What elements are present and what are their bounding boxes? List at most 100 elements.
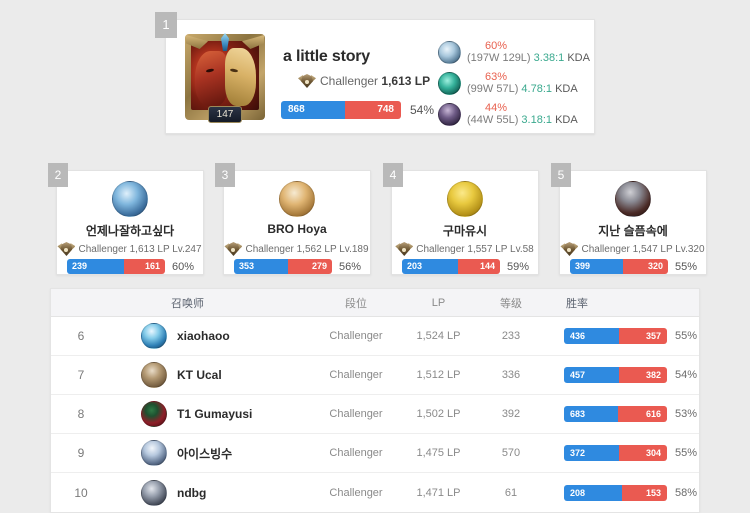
- row-tier: Challenger: [329, 486, 383, 499]
- leaderboard-table: 召唤师 段位 LP 等级 胜率 6 xiaohaoo Challenger 1,…: [50, 288, 700, 513]
- player-card-5[interactable]: 5 지난 슬픔속에 Challenger 1,547 LP Lv.320 399…: [551, 163, 711, 283]
- wins-segment: 457: [564, 367, 620, 383]
- tier-row: Challenger 1,562 LP Lv.189: [224, 241, 370, 257]
- summoner-name[interactable]: BRO Hoya: [267, 222, 327, 236]
- win-loss-bar: 239 161: [67, 259, 165, 274]
- champion-stat-row[interactable]: 60% (197W 129L) 3.38:1 KDA: [438, 40, 590, 64]
- win-rate-label: 54%: [410, 103, 435, 117]
- win-loss-bar: 436 357: [564, 328, 667, 344]
- row-summoner[interactable]: T1 Gumayusi: [111, 401, 311, 427]
- table-row[interactable]: 10 ndbg Challenger 1,471 LP 61 208 153 5…: [51, 473, 699, 512]
- row-summoner[interactable]: 아이스빙수: [111, 440, 311, 466]
- row-rank: 6: [77, 329, 85, 343]
- win-rate-label: 60%: [172, 260, 195, 273]
- row-rank: 7: [77, 368, 85, 382]
- challenger-emblem-icon: [298, 73, 316, 89]
- tier-row: Challenger 1,613 LP Lv.247: [57, 241, 203, 257]
- losses-segment: 304: [619, 445, 667, 461]
- most-played-champions: 60% (197W 129L) 3.38:1 KDA 63% (99W 57L)…: [438, 40, 590, 126]
- losses-segment: 382: [619, 367, 667, 383]
- row-lp: 1,502 LP: [416, 408, 461, 420]
- win-rate-label: 55%: [675, 447, 698, 459]
- challenger-emblem-icon: [395, 241, 414, 257]
- champion-stat-row[interactable]: 44% (44W 55L) 3.18:1 KDA: [438, 102, 590, 126]
- row-summoner[interactable]: KT Ucal: [111, 362, 311, 388]
- wins-segment: 372: [564, 445, 620, 461]
- losses-segment: 279: [287, 259, 332, 274]
- win-rate-label: 55%: [675, 260, 698, 273]
- row-rank: 8: [77, 407, 85, 421]
- win-loss-bar: 868 748: [281, 101, 401, 119]
- win-rate-label: 58%: [675, 486, 698, 499]
- featured-summoner-name[interactable]: a little story: [283, 48, 371, 65]
- header-lp[interactable]: LP: [431, 296, 446, 309]
- champion-portrait-icon: [438, 40, 461, 64]
- featured-tier-label: Challenger 1,613 LP: [320, 74, 431, 88]
- featured-card-body: 147 a little story Challenger 1,613 LP 8…: [165, 19, 595, 134]
- summoner-name[interactable]: KT Ucal: [177, 368, 222, 382]
- row-level: 61: [504, 486, 518, 499]
- header-win-rate[interactable]: 胜率: [566, 297, 588, 310]
- winloss-row: 239 161 60%: [67, 259, 194, 274]
- row-win-rate: 683 616 53%: [546, 406, 699, 422]
- rank-badge: 3: [215, 163, 235, 187]
- tier-label: Challenger 1,557 LP Lv.58: [416, 243, 534, 255]
- table-row[interactable]: 9 아이스빙수 Challenger 1,475 LP 570 372 304 …: [51, 434, 699, 473]
- win-rate-label: 56%: [339, 260, 362, 273]
- table-row[interactable]: 7 KT Ucal Challenger 1,512 LP 336 457 38…: [51, 356, 699, 395]
- table-header-row: 召唤师 段位 LP 等级 胜率: [51, 289, 699, 317]
- header-tier[interactable]: 段位: [345, 297, 367, 310]
- row-summoner[interactable]: ndbg: [111, 479, 311, 506]
- wins-segment: 239: [67, 259, 124, 274]
- champion-stat-row[interactable]: 63% (99W 57L) 4.78:1 KDA: [438, 71, 590, 95]
- wins-segment: 208: [564, 484, 622, 501]
- summoner-name[interactable]: T1 Gumayusi: [177, 407, 253, 421]
- player-card-3[interactable]: 3 BRO Hoya Challenger 1,562 LP Lv.189 35…: [215, 163, 375, 283]
- tier-label: Challenger 1,547 LP Lv.320: [581, 243, 705, 255]
- player-card-2[interactable]: 2 언제나잘하고싶다 Challenger 1,613 LP Lv.247 23…: [48, 163, 208, 283]
- top-ranked-cards-row: 2 언제나잘하고싶다 Challenger 1,613 LP Lv.247 23…: [0, 163, 750, 283]
- summoner-name[interactable]: 언제나잘하고싶다: [85, 224, 175, 238]
- table-row[interactable]: 8 T1 Gumayusi Challenger 1,502 LP 392 68…: [51, 395, 699, 434]
- player-card-body: 구마유시 Challenger 1,557 LP Lv.58 203 144 5…: [391, 170, 539, 275]
- tier-row: Challenger 1,557 LP Lv.58: [392, 241, 538, 257]
- tier-label: Challenger 1,562 LP Lv.189: [245, 243, 369, 255]
- winloss-row: 353 279 56%: [234, 259, 361, 274]
- header-level[interactable]: 等级: [500, 297, 522, 310]
- rank-badge: 2: [48, 163, 68, 187]
- row-tier: Challenger: [329, 447, 383, 459]
- frame-gem-icon: [221, 33, 229, 51]
- row-summoner[interactable]: xiaohaoo: [111, 323, 311, 349]
- row-lp: 1,512 LP: [416, 369, 461, 381]
- row-rank: 9: [77, 446, 85, 460]
- wins-segment: 399: [570, 259, 624, 274]
- summoner-avatar: [447, 181, 483, 217]
- player-card-4[interactable]: 4 구마유시 Challenger 1,557 LP Lv.58 203 144…: [383, 163, 543, 283]
- win-rate-label: 55%: [675, 330, 698, 342]
- challenger-emblem-icon: [560, 241, 579, 257]
- table-row[interactable]: 6 xiaohaoo Challenger 1,524 LP 233 436 3…: [51, 317, 699, 356]
- summoner-avatar: [279, 181, 315, 217]
- win-loss-bar: 399 320: [570, 259, 668, 274]
- featured-tier-row: Challenger 1,613 LP: [298, 73, 431, 89]
- rank-badge: 4: [383, 163, 403, 187]
- row-win-rate: 436 357 55%: [546, 328, 699, 344]
- summoner-avatar: [112, 181, 148, 217]
- summoner-name[interactable]: 아이스빙수: [177, 446, 233, 461]
- win-loss-bar: 683 616: [564, 406, 667, 422]
- row-level: 233: [501, 330, 521, 342]
- summoner-name[interactable]: 지난 슬픔속에: [598, 224, 668, 238]
- champion-portrait-icon: [438, 102, 461, 126]
- summoner-name[interactable]: xiaohaoo: [177, 329, 230, 343]
- summoner-name[interactable]: 구마유시: [442, 224, 488, 238]
- challenger-emblem-icon: [57, 241, 76, 257]
- wins-segment: 203: [402, 259, 458, 274]
- summoner-name[interactable]: ndbg: [177, 485, 207, 500]
- row-lp: 1,471 LP: [416, 486, 461, 499]
- header-summoner[interactable]: 召唤师: [171, 297, 204, 310]
- summoner-avatar: [615, 181, 651, 217]
- featured-player-card[interactable]: 1 147 a little story Chal: [155, 12, 595, 134]
- featured-winloss-row: 868 748 54%: [281, 101, 434, 119]
- player-card-body: 지난 슬픔속에 Challenger 1,547 LP Lv.320 399 3…: [559, 170, 707, 275]
- wins-segment: 436: [564, 328, 620, 344]
